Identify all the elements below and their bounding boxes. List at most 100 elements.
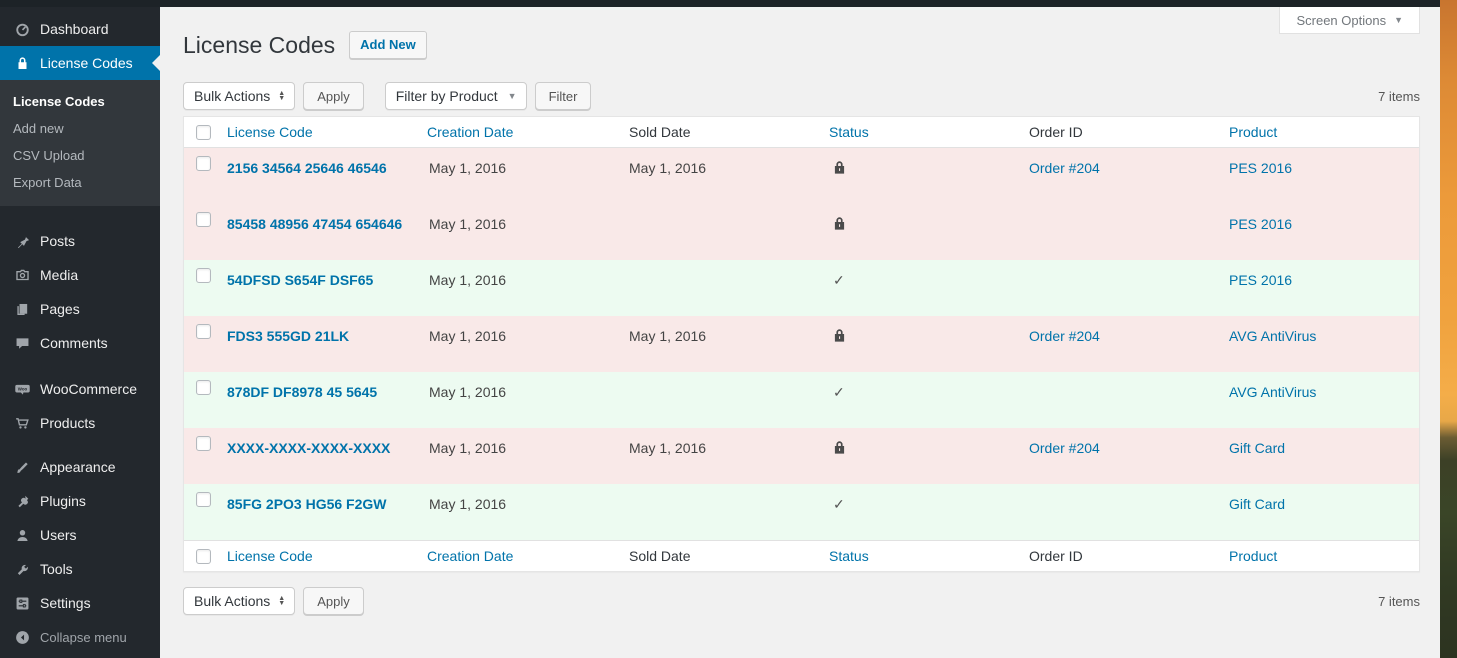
paintbrush-icon (14, 459, 31, 476)
woocommerce-badge-icon: Woo (14, 381, 31, 398)
row-checkbox[interactable] (196, 156, 211, 171)
column-footer-status[interactable]: Status (829, 548, 869, 564)
creation-date-cell: May 1, 2016 (427, 428, 627, 484)
table-row: FDS3 555GD 21LK May 1, 2016 May 1, 2016 … (184, 316, 1419, 372)
sidebar-item-products[interactable]: Products (0, 406, 160, 440)
product-link[interactable]: PES 2016 (1229, 272, 1292, 288)
creation-date-cell: May 1, 2016 (427, 372, 627, 428)
column-header-creation-date[interactable]: Creation Date (427, 124, 513, 140)
product-link[interactable]: AVG AntiVirus (1229, 328, 1316, 344)
table-row: 878DF DF8978 45 5645 May 1, 2016 ✓ AVG A… (184, 372, 1419, 428)
sidebar-item-license-codes[interactable]: License Codes (0, 46, 160, 80)
collapse-menu-button[interactable]: Collapse menu (0, 620, 160, 654)
sidebar-item-users[interactable]: Users (0, 518, 160, 552)
column-footer-license-code[interactable]: License Code (227, 548, 313, 564)
screen-options-button[interactable]: Screen Options ▼ (1279, 7, 1420, 34)
column-footer-sold-date: Sold Date (629, 548, 690, 564)
svg-text:Woo: Woo (18, 386, 28, 391)
creation-date-cell: May 1, 2016 (427, 260, 627, 316)
license-codes-submenu: License Codes Add new CSV Upload Export … (0, 80, 160, 206)
sidebar-item-comments[interactable]: Comments (0, 326, 160, 360)
license-code-link[interactable]: 85FG 2PO3 HG56 F2GW (227, 496, 387, 512)
product-link[interactable]: Gift Card (1229, 496, 1285, 512)
column-header-product[interactable]: Product (1229, 124, 1277, 140)
apply-button-bottom[interactable]: Apply (303, 587, 364, 615)
submenu-item-add-new[interactable]: Add new (0, 115, 160, 142)
wordpress-admin-screen: Dashboard License Codes License Codes Ad… (0, 0, 1457, 658)
page-header: License Codes Add New (183, 28, 1420, 62)
license-codes-table: License Code Creation Date Sold Date Sta… (183, 116, 1420, 572)
order-link[interactable]: Order #204 (1029, 160, 1100, 176)
license-code-link[interactable]: 85458 48956 47454 654646 (227, 216, 402, 232)
order-link[interactable]: Order #204 (1029, 328, 1100, 344)
sidebar-item-woocommerce[interactable]: Woo WooCommerce (0, 372, 160, 406)
order-link[interactable]: Order #204 (1029, 440, 1100, 456)
select-stepper-icon: ▲▼ (278, 91, 285, 101)
column-header-sold-date: Sold Date (629, 124, 690, 140)
lock-icon (14, 55, 31, 72)
license-code-link[interactable]: 54DFSD S654F DSF65 (227, 272, 373, 288)
product-link[interactable]: PES 2016 (1229, 216, 1292, 232)
lock-icon (833, 160, 1027, 175)
sidebar-item-settings[interactable]: Settings (0, 586, 160, 620)
select-all-checkbox[interactable] (196, 549, 211, 564)
sold-date-cell (627, 204, 827, 260)
sidebar-item-dashboard[interactable]: Dashboard (0, 12, 160, 46)
sidebar-item-tools[interactable]: Tools (0, 552, 160, 586)
product-link[interactable]: AVG AntiVirus (1229, 384, 1316, 400)
sold-date-cell: May 1, 2016 (627, 148, 827, 204)
select-all-checkbox[interactable] (196, 125, 211, 140)
sidebar-item-pages[interactable]: Pages (0, 292, 160, 326)
row-checkbox[interactable] (196, 268, 211, 283)
product-link[interactable]: Gift Card (1229, 440, 1285, 456)
add-new-button[interactable]: Add New (349, 31, 427, 59)
order-cell (1027, 204, 1227, 260)
check-icon: ✓ (833, 272, 845, 288)
menu-separator (0, 206, 160, 224)
dashboard-icon (14, 21, 31, 38)
creation-date-cell: May 1, 2016 (427, 204, 627, 260)
license-code-link[interactable]: XXXX-XXXX-XXXX-XXXX (227, 440, 390, 456)
sidebar-item-media[interactable]: Media (0, 258, 160, 292)
pages-icon (14, 301, 31, 318)
column-footer-product[interactable]: Product (1229, 548, 1277, 564)
sold-date-cell (627, 484, 827, 540)
row-checkbox[interactable] (196, 380, 211, 395)
user-icon (14, 527, 31, 544)
apply-button[interactable]: Apply (303, 82, 364, 110)
submenu-item-export-data[interactable]: Export Data (0, 169, 160, 196)
row-checkbox[interactable] (196, 324, 211, 339)
product-link[interactable]: PES 2016 (1229, 160, 1292, 176)
menu-separator (0, 440, 160, 450)
order-cell (1027, 484, 1227, 540)
sliders-icon (14, 595, 31, 612)
items-count-bottom: 7 items (1378, 594, 1420, 609)
sidebar-item-appearance[interactable]: Appearance (0, 450, 160, 484)
row-checkbox[interactable] (196, 212, 211, 227)
desktop-wallpaper (1440, 0, 1457, 658)
submenu-item-license-codes[interactable]: License Codes (0, 88, 160, 115)
bulk-actions-select-bottom[interactable]: Bulk Actions ▲▼ (183, 587, 295, 615)
row-checkbox[interactable] (196, 492, 211, 507)
table-header-row: License Code Creation Date Sold Date Sta… (184, 117, 1419, 148)
pin-icon (14, 233, 31, 250)
lock-icon (833, 328, 1027, 343)
row-checkbox[interactable] (196, 436, 211, 451)
screen-options-label: Screen Options (1296, 13, 1386, 28)
license-code-link[interactable]: 878DF DF8978 45 5645 (227, 384, 377, 400)
license-code-link[interactable]: FDS3 555GD 21LK (227, 328, 349, 344)
sidebar-item-posts[interactable]: Posts (0, 224, 160, 258)
bulk-actions-select[interactable]: Bulk Actions ▲▼ (183, 82, 295, 110)
submenu-item-csv-upload[interactable]: CSV Upload (0, 142, 160, 169)
cart-icon (14, 415, 31, 432)
table-toolbar-top: Bulk Actions ▲▼ Apply Filter by Product … (183, 82, 1420, 110)
column-header-status[interactable]: Status (829, 124, 869, 140)
main-content: Screen Options ▼ License Codes Add New B… (160, 7, 1440, 658)
column-header-license-code[interactable]: License Code (227, 124, 313, 140)
filter-by-product-select[interactable]: Filter by Product ▼ (385, 82, 527, 110)
sidebar-item-plugins[interactable]: Plugins (0, 484, 160, 518)
filter-button[interactable]: Filter (535, 82, 592, 110)
license-code-link[interactable]: 2156 34564 25646 46546 (227, 160, 387, 176)
column-footer-creation-date[interactable]: Creation Date (427, 548, 513, 564)
table-row: XXXX-XXXX-XXXX-XXXX May 1, 2016 May 1, 2… (184, 428, 1419, 484)
